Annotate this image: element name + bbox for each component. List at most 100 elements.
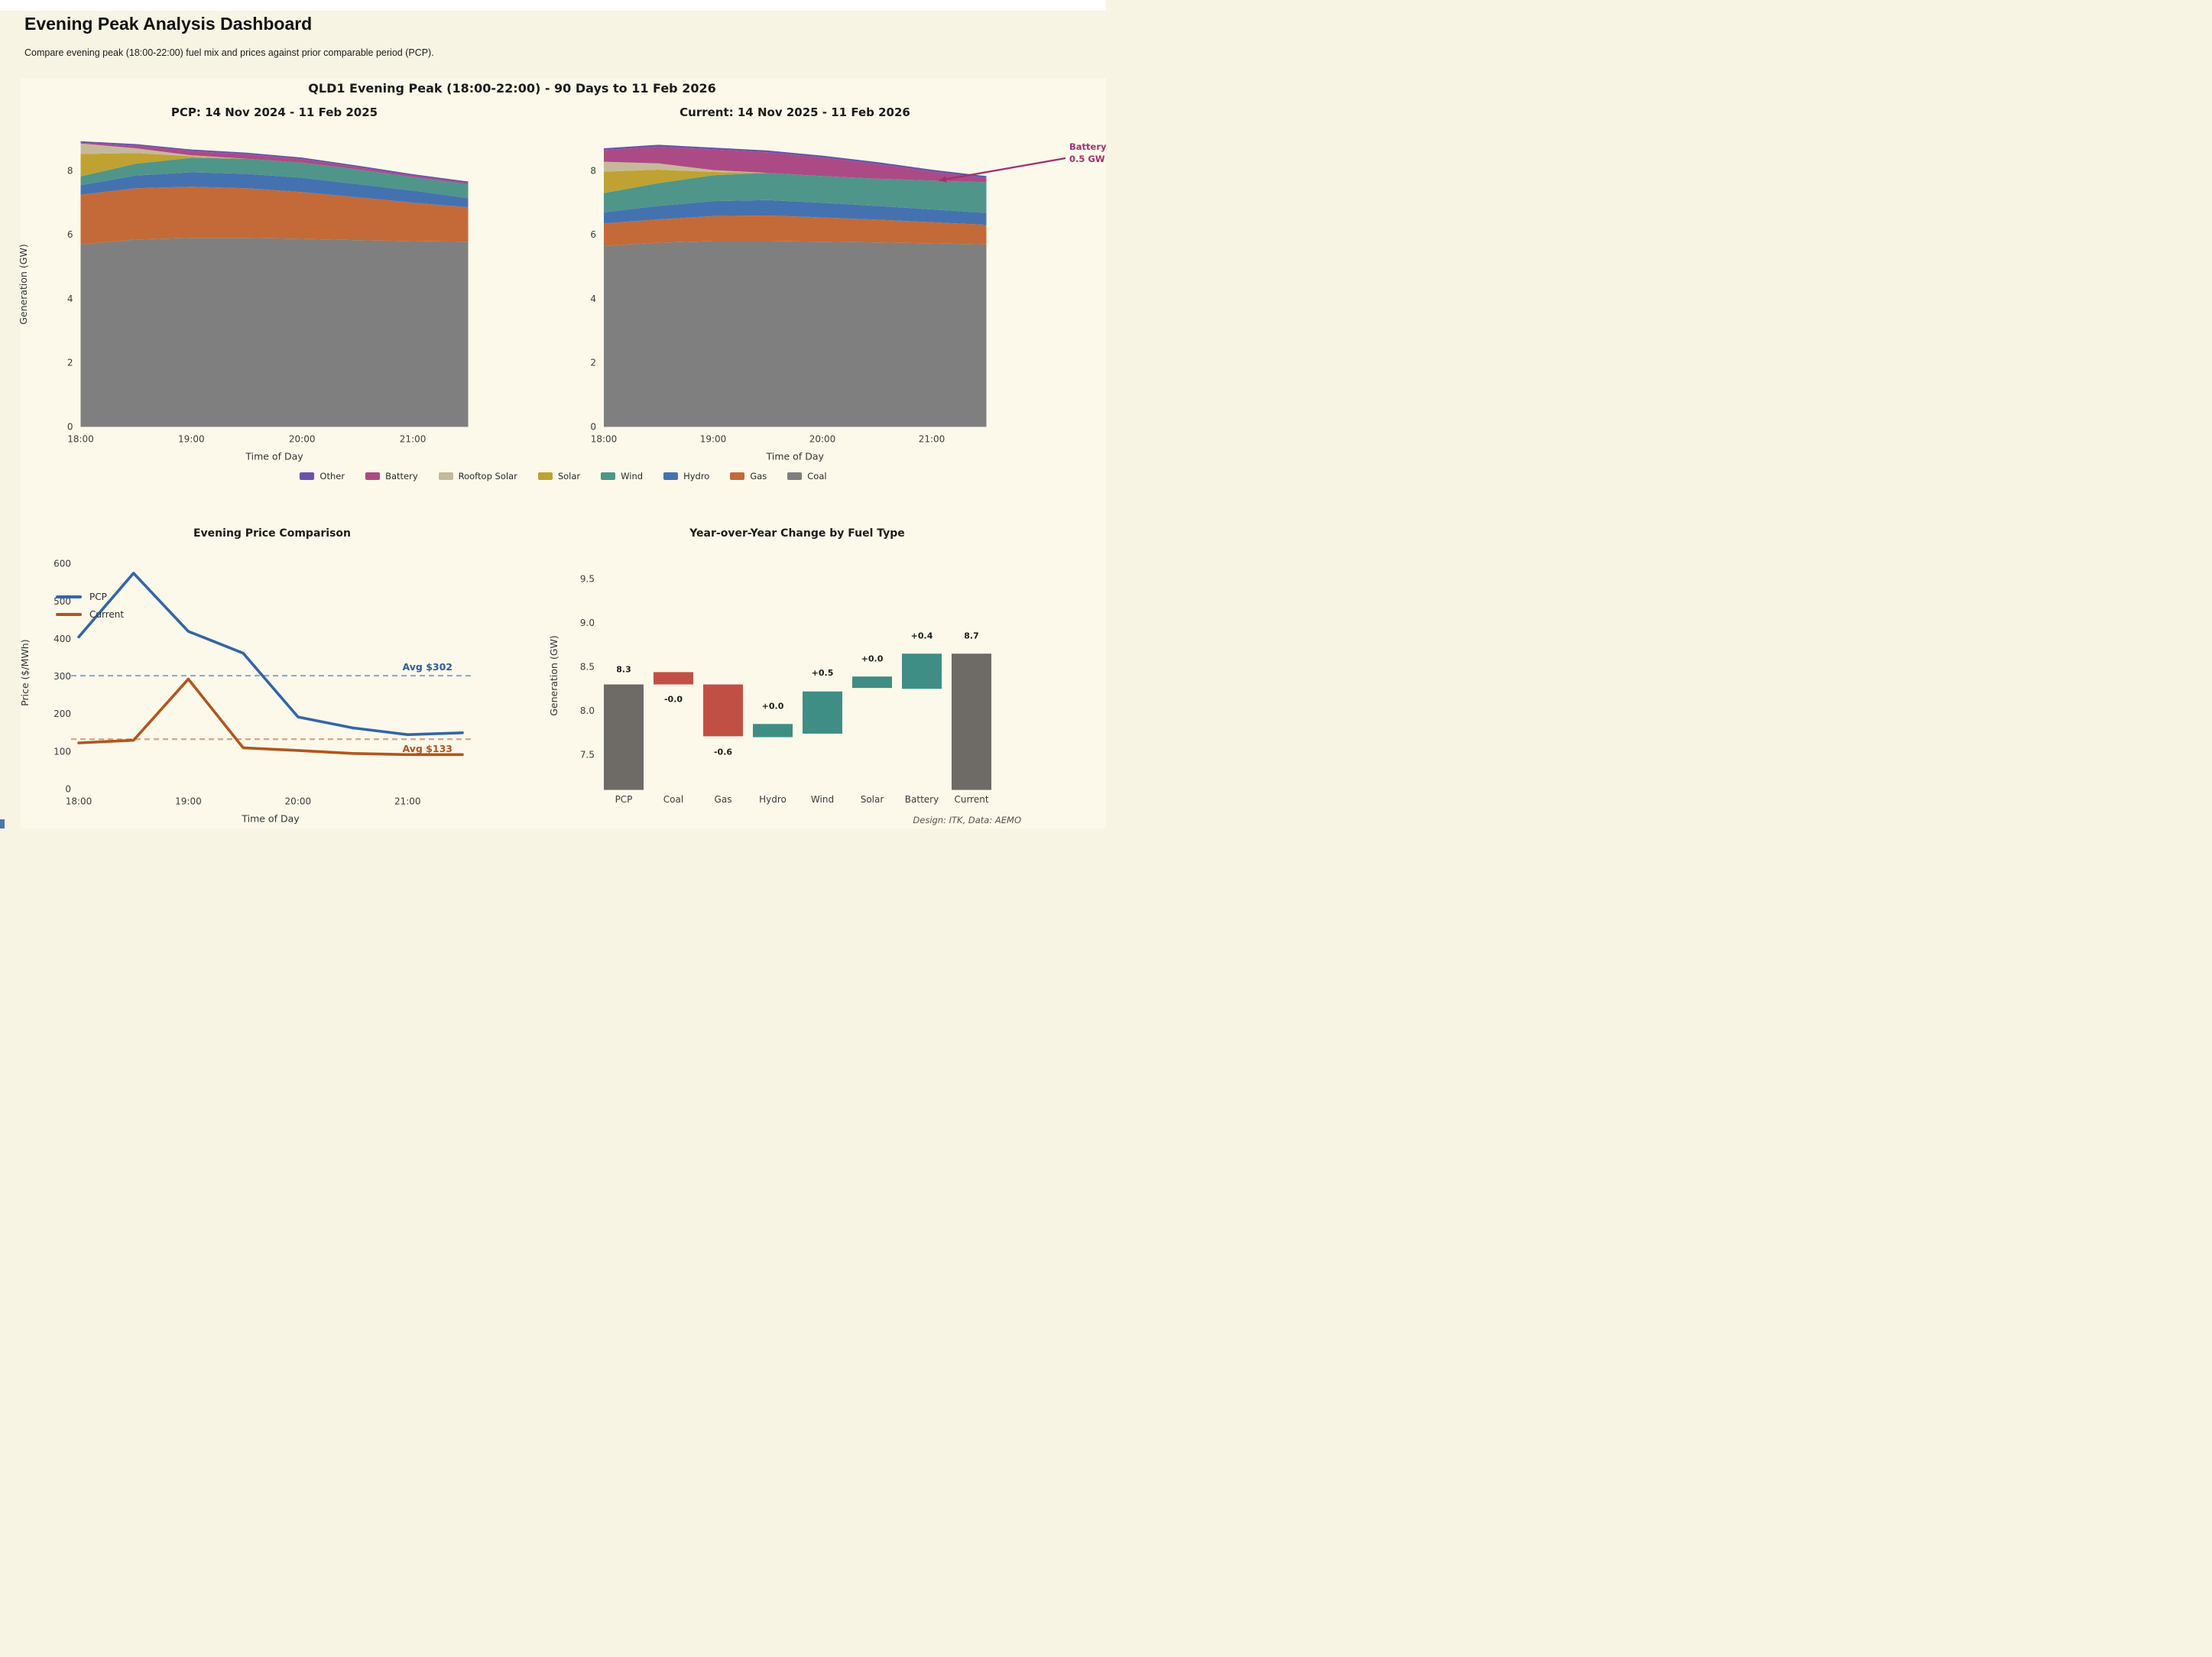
legend-label-wind: Wind — [621, 471, 644, 482]
svg-text:19:00: 19:00 — [175, 796, 202, 807]
svg-text:100: 100 — [54, 746, 71, 757]
legend-item-rooftop-solar: Rooftop Solar — [438, 471, 517, 482]
area-layer-battery — [80, 142, 469, 185]
svg-text:Price ($/MWh): Price ($/MWh) — [19, 639, 31, 705]
waterfall-bar-pcp — [604, 684, 644, 790]
legend-item-wind: Wind — [601, 471, 643, 482]
battery-annotation-line1: Battery — [1069, 141, 1107, 152]
legend-label-coal: Coal — [807, 471, 827, 482]
waterfall-value-current: 8.7 — [964, 631, 979, 641]
svg-text:21:00: 21:00 — [394, 796, 421, 807]
legend-item-coal: Coal — [787, 471, 827, 482]
battery-annotation: Battery 0.5 GW — [1069, 141, 1107, 165]
waterfall-tick-solar: Solar — [861, 794, 884, 805]
legend-swatch-solar — [537, 472, 553, 480]
area-layer-coal — [604, 241, 987, 427]
svg-text:20:00: 20:00 — [289, 434, 316, 445]
legend-label-gas: Gas — [750, 471, 767, 482]
area-layer-rooftop-solar — [604, 161, 987, 183]
area-layer-gas — [604, 216, 987, 246]
waterfall-value-coal: -0.0 — [664, 695, 683, 705]
waterfall-bar-gas — [703, 684, 743, 737]
price-legend-line-current — [56, 612, 82, 616]
waterfall-tick-hydro: Hydro — [759, 794, 787, 805]
svg-text:2: 2 — [590, 358, 596, 368]
waterfall-bar-hydro — [753, 724, 793, 738]
current-area-chart: 0 2 4 6 8 18:00 19:00 20:00 21:00 Time of Day — [590, 144, 1066, 462]
waterfall-bar-solar — [852, 676, 892, 689]
waterfall-value-wind: +0.5 — [812, 668, 834, 678]
svg-text:9.5: 9.5 — [580, 574, 595, 585]
svg-text:Time of Day: Time of Day — [766, 451, 825, 462]
area-layer-coal — [80, 238, 469, 427]
waterfall-chart-title: Year-over-Year Change by Fuel Type — [689, 527, 905, 540]
svg-text:6: 6 — [67, 229, 73, 240]
legend-label-other: Other — [319, 471, 345, 482]
svg-text:500: 500 — [54, 596, 71, 607]
waterfall-tick-pcp: PCP — [615, 794, 633, 805]
legend-label-rooftop-solar: Rooftop Solar — [458, 471, 517, 482]
pcp-subplot-title: PCP: 14 Nov 2024 - 11 Feb 2025 — [170, 105, 378, 119]
svg-text:0: 0 — [67, 422, 73, 433]
area-layer-hydro — [80, 172, 469, 208]
svg-text:400: 400 — [54, 634, 71, 644]
pcp-price-line — [77, 572, 464, 737]
figure-suptitle: QLD1 Evening Peak (18:00-22:00) - 90 Day… — [308, 81, 716, 96]
pcp-area-chart: 0 2 4 6 8 18:00 19:00 20:00 21:00 Time of Day Gene… — [18, 141, 469, 462]
page-title: Evening Peak Analysis Dashboard — [24, 14, 313, 34]
svg-text:7.5: 7.5 — [580, 750, 595, 760]
area-layer-wind — [80, 157, 469, 199]
legend-label-solar: Solar — [557, 471, 581, 482]
legend-swatch-gas — [730, 472, 745, 480]
page-subtitle: Compare evening peak (18:00-22:00) fuel … — [24, 47, 434, 58]
legend-item-gas: Gas — [730, 471, 767, 482]
svg-text:20:00: 20:00 — [285, 796, 312, 807]
price-legend-line-pcp — [56, 595, 82, 598]
y-axis-label: Generation (GW) — [18, 244, 29, 325]
svg-text:0: 0 — [65, 784, 71, 795]
waterfall-bar-wind — [803, 691, 842, 734]
svg-text:2: 2 — [67, 358, 73, 368]
svg-text:4: 4 — [67, 293, 73, 304]
figure-credit: Design: ITK, Data: AEMO — [913, 815, 1021, 825]
svg-text:200: 200 — [54, 709, 71, 719]
current-subplot-title: Current: 14 Nov 2025 - 11 Feb 2026 — [679, 105, 910, 119]
svg-text:9.0: 9.0 — [580, 618, 595, 628]
waterfall-bar-current — [952, 653, 991, 790]
battery-annotation-line2: 0.5 GW — [1069, 154, 1105, 165]
battery-annotation-arrow — [939, 157, 1066, 183]
current-price-line — [77, 677, 464, 757]
svg-text:21:00: 21:00 — [400, 434, 427, 445]
svg-text:21:00: 21:00 — [919, 434, 945, 445]
legend-item-other: Other — [300, 471, 345, 482]
area-layer-battery — [604, 146, 987, 183]
waterfall-tick-gas: Gas — [715, 794, 732, 805]
legend-label-battery: Battery — [385, 471, 418, 482]
svg-text:20:00: 20:00 — [809, 434, 836, 445]
avg-label-avg-302: Avg $302 — [403, 661, 452, 673]
legend-swatch-battery — [365, 472, 381, 480]
svg-text:Generation (GW): Generation (GW) — [548, 635, 559, 716]
legend-item-battery: Battery — [365, 471, 418, 482]
price-chart: Avg $302 Avg $133 0 100 200 300 400 500 600 18:00… — [19, 559, 474, 825]
svg-text:18:00: 18:00 — [591, 434, 618, 445]
legend-item-hydro: Hydro — [663, 471, 709, 482]
svg-text:8.0: 8.0 — [580, 705, 595, 716]
price-legend-label-pcp: PCP — [89, 591, 107, 602]
dashboard-figure: 0 2 4 6 8 18:00 19:00 20:00 21:00 Time of Day Gene… — [18, 141, 1066, 825]
waterfall-tick-coal: Coal — [663, 794, 683, 805]
area-layer-solar — [80, 153, 469, 185]
legend-swatch-other — [300, 472, 315, 480]
legend-item-solar: Solar — [537, 471, 581, 482]
legend-swatch-coal — [787, 472, 803, 480]
area-layer-hydro — [604, 199, 987, 225]
svg-text:4: 4 — [590, 293, 596, 304]
waterfall-value-pcp: 8.3 — [616, 664, 631, 674]
waterfall-chart: 8.3 PCP -0.0 Coal -0.6 Gas +0.0 Hydro +0.5 Wind +0… — [548, 574, 991, 805]
svg-text:600: 600 — [54, 559, 71, 569]
svg-text:300: 300 — [54, 671, 71, 682]
svg-text:6: 6 — [590, 229, 596, 240]
window-edge-fragment — [0, 819, 5, 828]
legend-label-hydro: Hydro — [683, 471, 710, 482]
svg-text:8.5: 8.5 — [580, 662, 595, 673]
